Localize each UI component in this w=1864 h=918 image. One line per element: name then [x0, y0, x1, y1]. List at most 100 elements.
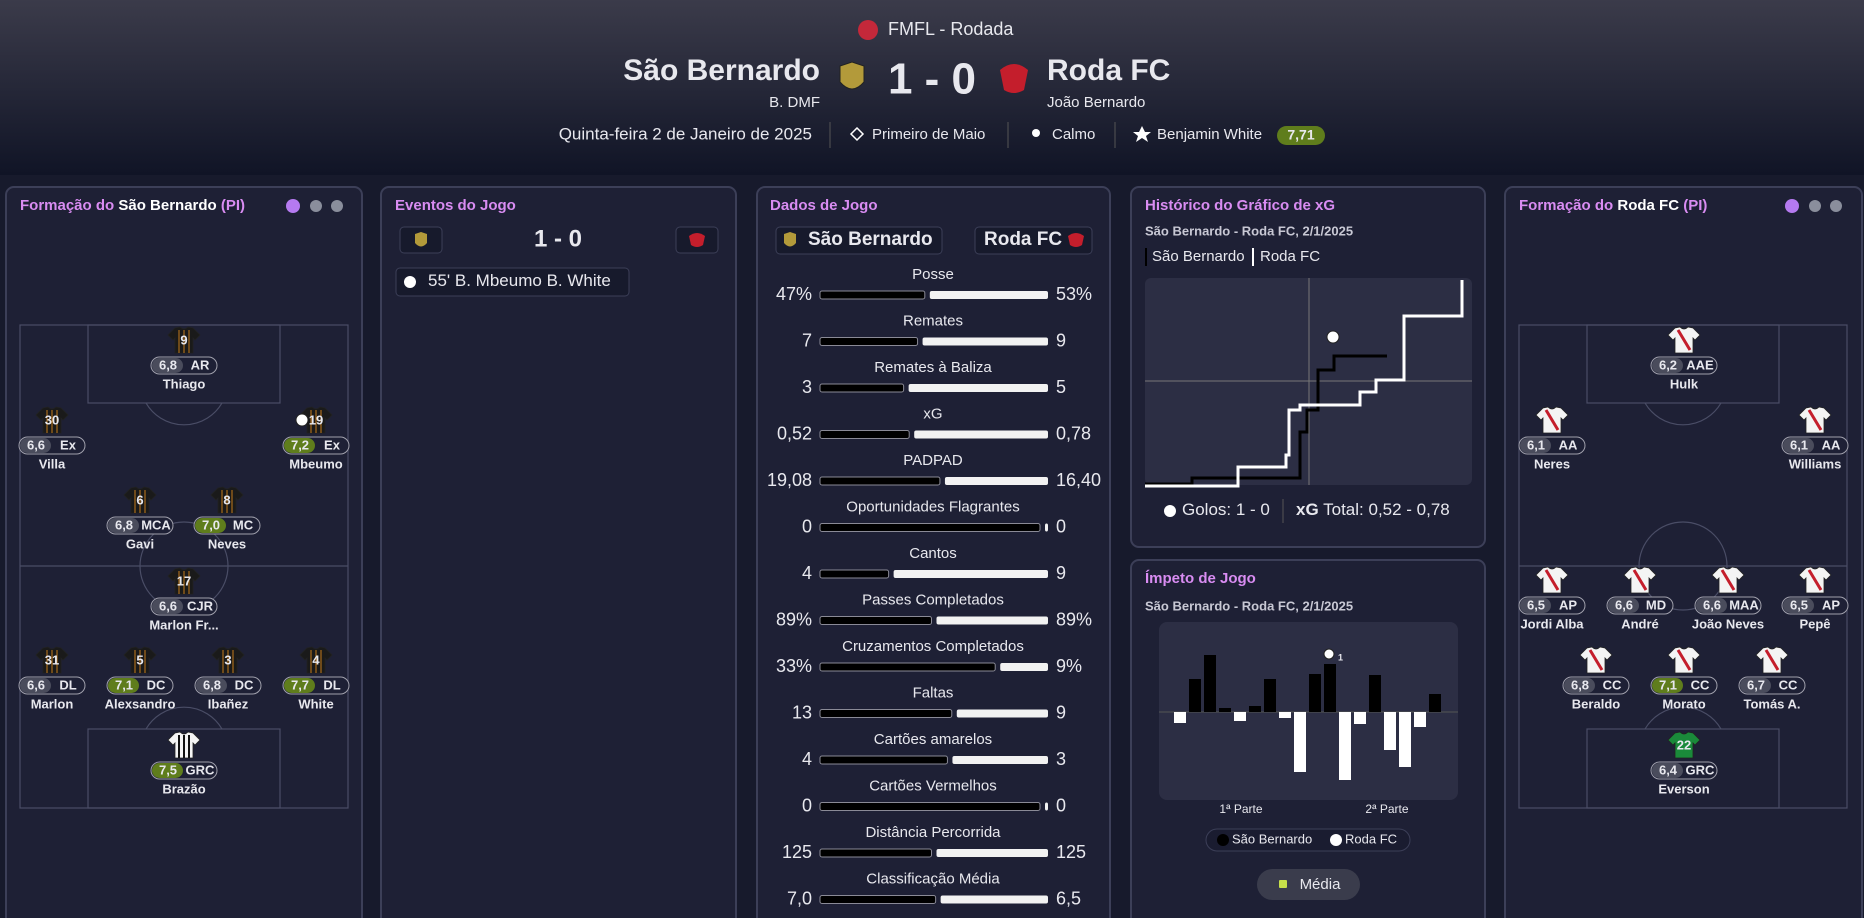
stat-bar-away — [908, 384, 1048, 392]
event-assist: B. White — [547, 271, 611, 290]
player: 197,2 Ex Mbeumo — [282, 406, 350, 471]
title-team: São Bernardo — [118, 197, 216, 214]
xg-chart-part — [1145, 354, 1387, 486]
rating-bg — [196, 678, 227, 693]
goal-icon — [295, 413, 309, 427]
stat-bar-away — [914, 430, 1048, 439]
events-panel — [380, 186, 737, 918]
player-position: DC — [147, 677, 166, 692]
player-rating: 6,6 — [27, 437, 45, 452]
player-rating: 6,1 — [1527, 437, 1545, 452]
away-crest — [1000, 64, 1028, 93]
home-pitch-part — [87, 728, 281, 809]
momentum-chart-part — [1323, 648, 1335, 660]
stat-bar-away — [936, 616, 1048, 625]
player-position: DC — [235, 677, 254, 692]
rating-pill — [1277, 126, 1325, 145]
stat-bar-home — [819, 802, 1041, 811]
rating-bg — [152, 763, 183, 778]
player-position: MC — [233, 517, 254, 532]
player-of-match: Benjamin White — [1157, 126, 1262, 143]
half-label: 2ª Parte — [1365, 802, 1408, 816]
title-team: Roda FC — [1617, 197, 1679, 214]
tab-dot[interactable] — [310, 200, 322, 212]
stat-bar-home — [819, 848, 932, 858]
tab-dot[interactable] — [1809, 200, 1821, 212]
stat-away: 0,78 — [1056, 423, 1091, 443]
home-crest — [784, 232, 796, 247]
player: 47,7 DL White — [282, 646, 350, 711]
home-pitch-part — [145, 402, 223, 426]
player-rating: 6,6 — [1615, 597, 1633, 612]
momentum-chart-part — [1219, 708, 1231, 712]
legend-swatch — [1217, 834, 1229, 846]
player: 6,6 MAA João Neves — [1692, 566, 1764, 631]
player-position: CJR — [187, 598, 214, 613]
rating-bg — [1740, 678, 1771, 693]
rating-bg — [1652, 358, 1683, 373]
player-position: DL — [323, 677, 340, 692]
average-button-label[interactable]: Média — [1300, 876, 1342, 893]
shirt-number: 31 — [45, 652, 59, 667]
tab-dot[interactable] — [1830, 200, 1842, 212]
stat-home: 125 — [782, 842, 812, 862]
shirt-stripe — [1676, 649, 1692, 671]
shirt-stripe — [1676, 329, 1692, 351]
away-manager: João Bernardo — [1047, 94, 1145, 111]
stat-name: Faltas — [913, 684, 954, 701]
xg-label: xG — [1296, 500, 1319, 519]
player-name: Tomás A. — [1743, 696, 1800, 711]
stat-bar-away — [952, 756, 1048, 764]
rating-bg — [1783, 438, 1814, 453]
away-team: Roda FC — [1047, 54, 1170, 87]
rating-bg — [284, 678, 315, 693]
stat-bar-home — [819, 430, 910, 439]
player-name: Villa — [39, 456, 66, 471]
stat-bar-away — [956, 709, 1048, 718]
player-position: DL — [59, 677, 76, 692]
stat-bar-home — [819, 523, 1041, 532]
player-rating: 6,6 — [1703, 597, 1721, 612]
stat-home: 0,52 — [777, 423, 812, 443]
shirt — [1667, 731, 1701, 759]
momentum-chart-part — [1249, 706, 1261, 712]
tab-dot[interactable] — [286, 199, 300, 213]
rating-bg — [1652, 763, 1683, 778]
player-name: Hulk — [1670, 376, 1699, 391]
rating-bg — [20, 678, 51, 693]
panel-title: Formação do São Bernardo (PI) — [20, 197, 245, 214]
player-rating: 7,7 — [291, 677, 309, 692]
stat-away: 9 — [1056, 702, 1066, 722]
stat-bar-home — [819, 895, 937, 904]
goals: Golos: 1 - 0 — [1182, 500, 1270, 519]
player-name: Beraldo — [1572, 696, 1620, 711]
player-rating: 7,2 — [291, 437, 309, 452]
xg-chart-part — [1326, 330, 1340, 344]
stat-bar-home — [819, 616, 932, 625]
rating-bg — [152, 599, 183, 614]
player-position: CC — [1691, 677, 1710, 692]
momentum-chart-part — [1399, 712, 1411, 767]
player-name: Ibañez — [208, 696, 249, 711]
panel-title: Ímpeto de Jogo — [1145, 570, 1256, 587]
momentum-chart — [1159, 622, 1458, 800]
shirt-stripe — [1544, 409, 1560, 431]
momentum-chart-part — [1324, 664, 1336, 712]
player: 57,1 DC Alexsandro — [105, 646, 175, 711]
tab-dot[interactable] — [331, 200, 343, 212]
total-label: Total: — [1323, 500, 1364, 519]
momentum-chart-part — [1354, 712, 1366, 724]
stat-away: 6,5 — [1056, 888, 1081, 908]
stat-bar-home — [819, 476, 941, 486]
average-button[interactable] — [1257, 869, 1360, 900]
rating-bg — [1652, 678, 1683, 693]
momentum-chart-part — [1279, 712, 1291, 718]
player-rating: 6,8 — [1571, 677, 1589, 692]
tab-dot[interactable] — [1785, 199, 1799, 213]
player-name: White — [298, 696, 333, 711]
stat-bar-away — [893, 570, 1048, 578]
player-name: André — [1621, 616, 1659, 631]
rating-bg — [108, 518, 139, 533]
away-pitch-part — [1644, 402, 1722, 426]
